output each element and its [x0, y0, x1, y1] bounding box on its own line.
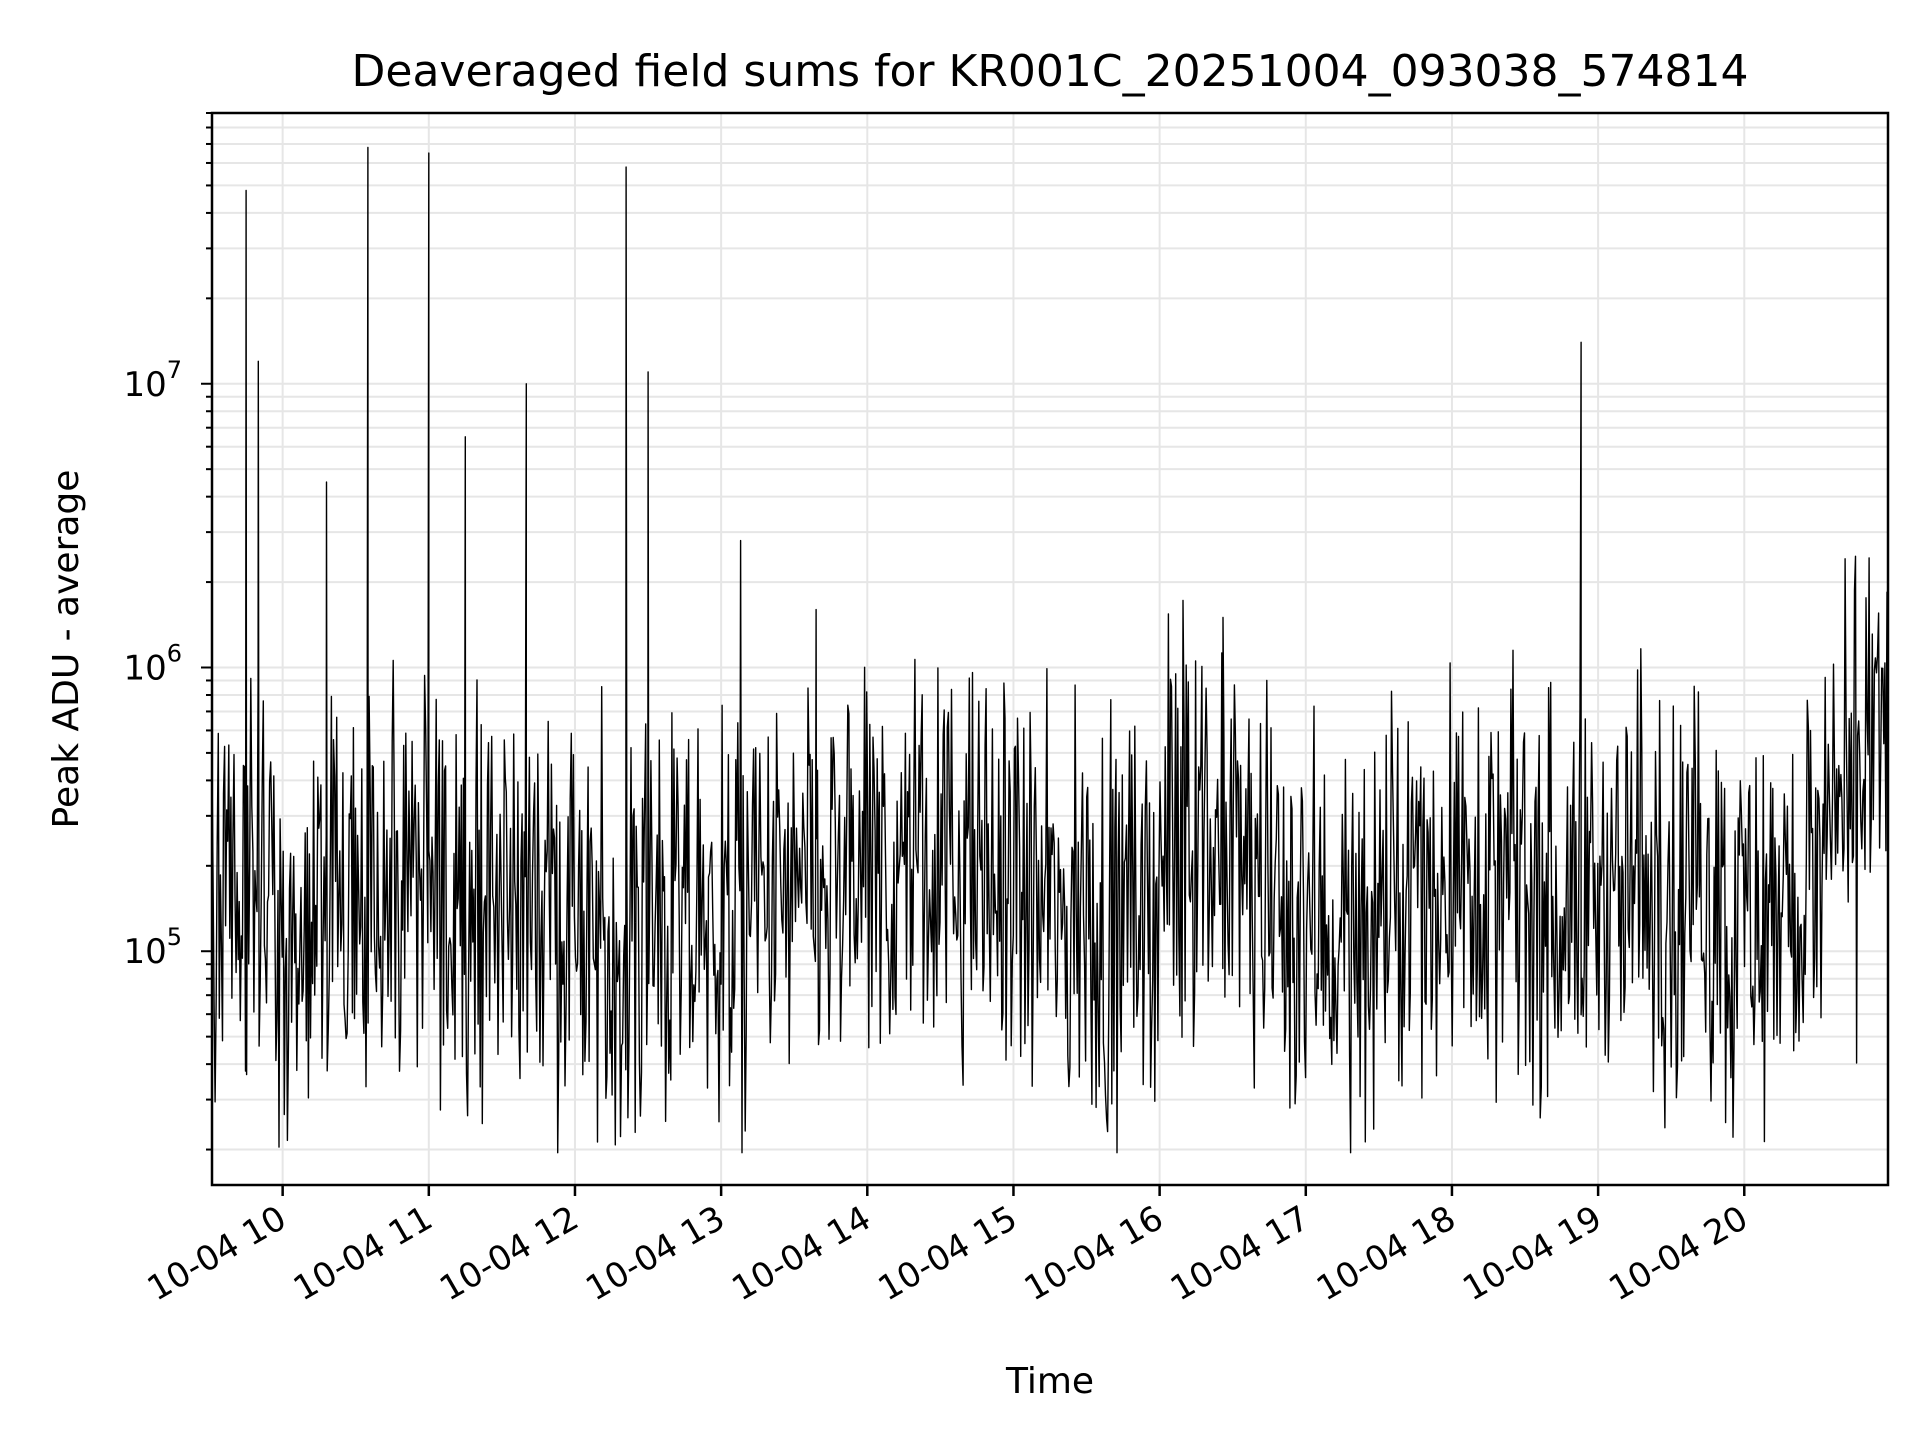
x-tick-label: 10-04 17 — [1164, 1198, 1316, 1309]
chart-title: Deaveraged field sums for KR001C_2025100… — [352, 46, 1749, 97]
y-axis: 105 106 107 — [123, 112, 212, 1151]
y-tick-label: 107 — [123, 356, 182, 405]
x-tick-label: 10-04 15 — [872, 1198, 1024, 1309]
x-tick-label: 10-04 16 — [1018, 1198, 1170, 1309]
line-series — [211, 146, 1889, 1154]
y-tick-label: 106 — [123, 639, 182, 688]
x-tick-label: 10-04 10 — [141, 1198, 293, 1309]
y-axis-label: Peak ADU - average — [46, 470, 87, 829]
x-tick-label: 10-04 20 — [1602, 1198, 1754, 1309]
x-tick-label: 10-04 13 — [579, 1198, 731, 1309]
grid — [212, 112, 1888, 1185]
x-tick-label: 10-04 14 — [725, 1198, 877, 1309]
x-tick-label: 10-04 19 — [1456, 1198, 1608, 1309]
plot-frame — [210, 111, 1890, 1187]
x-axis-label: Time — [1005, 1361, 1094, 1402]
x-tick-label: 10-04 12 — [433, 1198, 585, 1309]
x-tick-label: 10-04 18 — [1310, 1198, 1462, 1309]
series-line — [211, 146, 1889, 1154]
y-tick-label: 105 — [123, 923, 182, 972]
x-tick-label: 10-04 11 — [287, 1198, 439, 1309]
